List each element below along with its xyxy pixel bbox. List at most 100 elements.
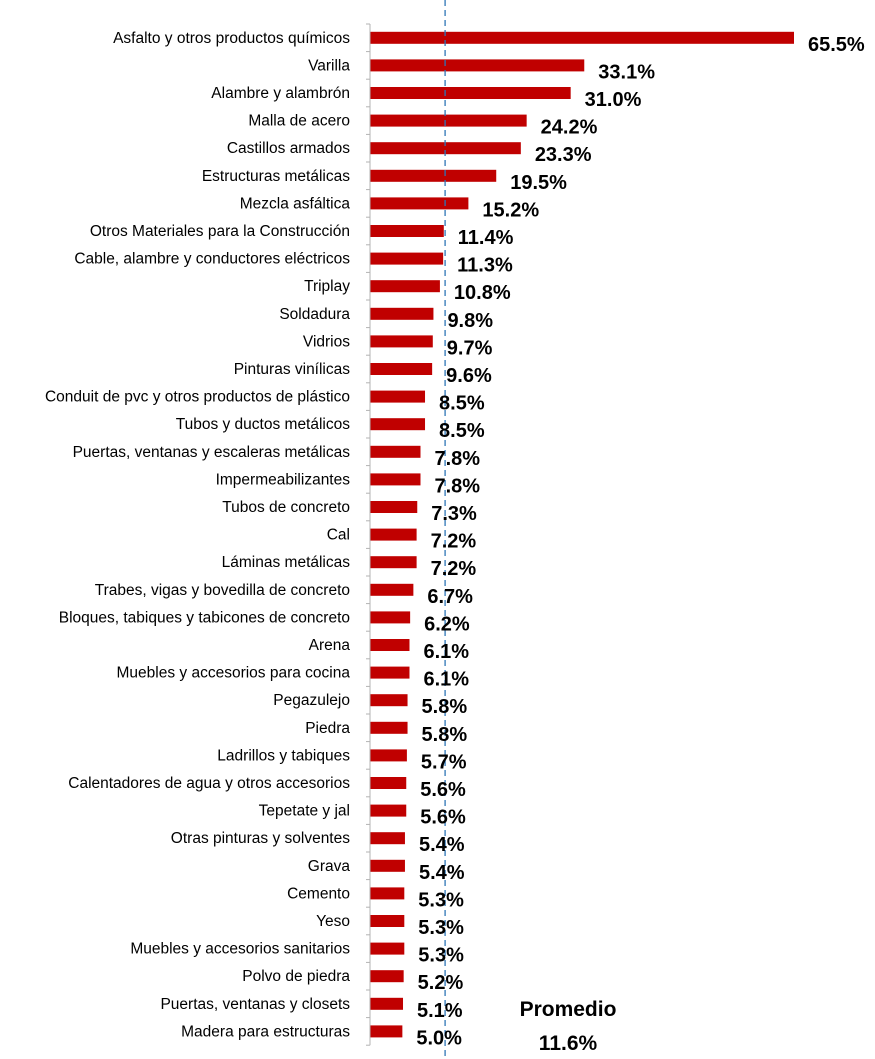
category-label: Triplay bbox=[304, 278, 350, 295]
bar bbox=[370, 915, 404, 927]
category-label: Pinturas vinílicas bbox=[234, 361, 351, 378]
data-label: 31.0% bbox=[585, 89, 642, 111]
bar bbox=[370, 556, 417, 568]
category-label: Asfalto y otros productos químicos bbox=[113, 30, 350, 47]
bar bbox=[370, 1025, 402, 1037]
average-value-label: 11.6% bbox=[539, 1032, 598, 1055]
category-label: Puertas, ventanas y closets bbox=[160, 996, 350, 1013]
data-label: 5.6% bbox=[420, 807, 466, 829]
data-label: 8.5% bbox=[439, 420, 485, 442]
category-label: Madera para estructuras bbox=[181, 1023, 350, 1040]
data-label: 11.4% bbox=[458, 227, 514, 249]
data-label: 24.2% bbox=[541, 117, 598, 139]
category-label: Bloques, tabiques y tabicones de concret… bbox=[59, 609, 350, 626]
data-label: 6.1% bbox=[423, 641, 469, 663]
data-label: 5.3% bbox=[418, 889, 464, 911]
data-label: 5.3% bbox=[418, 917, 464, 939]
category-label: Muebles y accesorios para cocina bbox=[117, 665, 351, 682]
bar bbox=[370, 860, 405, 872]
category-label: Tepetate y jal bbox=[259, 803, 350, 820]
data-label: 10.8% bbox=[454, 282, 511, 304]
data-label: 7.3% bbox=[431, 503, 477, 525]
bar bbox=[370, 473, 420, 485]
category-label: Alambre y alambrón bbox=[211, 85, 350, 102]
data-label: 8.5% bbox=[439, 393, 485, 415]
bar bbox=[370, 887, 404, 899]
category-label: Cable, alambre y conductores eléctricos bbox=[74, 251, 350, 268]
category-label: Grava bbox=[308, 858, 351, 875]
data-label: 5.2% bbox=[418, 972, 464, 994]
data-label: 7.8% bbox=[434, 448, 480, 470]
category-label: Malla de acero bbox=[248, 113, 350, 130]
category-label: Pegazulejo bbox=[273, 692, 350, 709]
category-label: Trabes, vigas y bovedilla de concreto bbox=[95, 582, 350, 599]
data-label: 33.1% bbox=[598, 61, 655, 83]
data-label: 5.4% bbox=[419, 862, 465, 884]
data-label: 6.7% bbox=[427, 586, 473, 608]
bar bbox=[370, 87, 571, 99]
category-label: Calentadores de agua y otros accesorios bbox=[68, 775, 350, 792]
bar bbox=[370, 722, 408, 734]
bar bbox=[370, 584, 413, 596]
bar bbox=[370, 611, 410, 623]
data-label: 5.1% bbox=[417, 1000, 463, 1022]
category-label: Varilla bbox=[308, 57, 350, 74]
bar bbox=[370, 998, 403, 1010]
bar bbox=[370, 170, 496, 182]
category-label: Vidrios bbox=[303, 333, 350, 350]
bar bbox=[370, 694, 408, 706]
category-label: Soldadura bbox=[279, 306, 350, 323]
data-label: 9.7% bbox=[447, 337, 493, 359]
bar bbox=[370, 970, 404, 982]
category-label: Muebles y accesorios sanitarios bbox=[130, 941, 350, 958]
category-label: Impermeabilizantes bbox=[216, 471, 351, 488]
data-label: 11.3% bbox=[457, 255, 513, 277]
bar bbox=[370, 225, 444, 237]
category-label: Estructuras metálicas bbox=[202, 168, 350, 185]
bar bbox=[370, 446, 420, 458]
data-label: 5.4% bbox=[419, 834, 465, 856]
category-label: Cal bbox=[327, 527, 350, 544]
bar bbox=[370, 308, 433, 320]
bar bbox=[370, 805, 406, 817]
data-label: 5.3% bbox=[418, 945, 464, 967]
data-label: 6.2% bbox=[424, 613, 470, 635]
bar bbox=[370, 59, 584, 71]
data-label: 15.2% bbox=[482, 199, 539, 221]
category-label: Otras pinturas y solventes bbox=[171, 830, 350, 847]
category-labels: Asfalto y otros productos químicos Varill… bbox=[45, 30, 350, 1041]
data-label: 65.5% bbox=[808, 34, 865, 56]
category-label: Tubos de concreto bbox=[222, 499, 350, 516]
bar bbox=[370, 943, 404, 955]
bar bbox=[370, 197, 468, 209]
data-label: 7.8% bbox=[434, 475, 480, 497]
category-label: Piedra bbox=[305, 720, 350, 737]
category-label: Puertas, ventanas y escaleras metálicas bbox=[73, 444, 351, 461]
category-label: Láminas metálicas bbox=[222, 554, 351, 571]
bar bbox=[370, 667, 409, 679]
bar bbox=[370, 391, 425, 403]
category-label: Arena bbox=[309, 637, 351, 654]
bar bbox=[370, 115, 527, 127]
data-label: 5.0% bbox=[416, 1027, 462, 1049]
bar bbox=[370, 501, 417, 513]
bar bbox=[370, 832, 405, 844]
data-label: 23.3% bbox=[535, 144, 592, 166]
bar bbox=[370, 335, 433, 347]
data-label: 5.7% bbox=[421, 751, 467, 773]
bar bbox=[370, 32, 794, 44]
data-label: 6.1% bbox=[423, 669, 469, 691]
bar bbox=[370, 363, 432, 375]
data-label: 9.8% bbox=[447, 310, 493, 332]
category-label: Tubos y ductos metálicos bbox=[176, 416, 351, 433]
bar bbox=[370, 749, 407, 761]
category-label: Cemento bbox=[287, 885, 350, 902]
bar bbox=[370, 280, 440, 292]
bar bbox=[370, 529, 417, 541]
category-label: Polvo de piedra bbox=[242, 968, 350, 985]
average-label: Promedio bbox=[520, 998, 617, 1021]
bar bbox=[370, 777, 406, 789]
data-label: 19.5% bbox=[510, 172, 567, 194]
data-label: 9.6% bbox=[446, 365, 492, 387]
